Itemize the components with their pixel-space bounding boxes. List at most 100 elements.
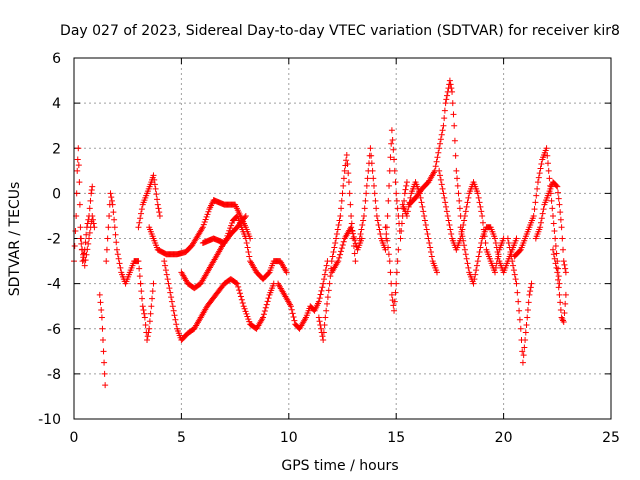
data-point <box>457 224 464 231</box>
data-point <box>262 304 269 311</box>
data-point <box>244 244 251 251</box>
data-point <box>505 240 512 247</box>
data-point <box>493 244 500 251</box>
data-point <box>559 315 566 322</box>
data-point <box>557 209 564 216</box>
data-point <box>433 158 440 165</box>
data-point <box>241 305 248 312</box>
data-point <box>142 321 149 328</box>
data-point <box>359 221 366 228</box>
data-point <box>546 175 553 182</box>
data-point <box>439 185 446 192</box>
data-point <box>316 318 323 325</box>
data-point <box>388 127 395 134</box>
data-point <box>446 221 453 228</box>
data-point <box>494 249 501 256</box>
data-point <box>391 298 398 305</box>
data-point <box>373 205 380 212</box>
data-point <box>149 295 156 302</box>
data-point <box>427 244 434 251</box>
data-point <box>330 249 337 256</box>
data-point <box>464 260 471 267</box>
data-point <box>326 280 333 287</box>
data-point <box>392 179 399 186</box>
data-point <box>395 246 402 253</box>
data-point <box>139 303 146 310</box>
data-point <box>391 307 398 314</box>
data-point <box>473 262 480 269</box>
data-point <box>476 249 483 256</box>
data-point <box>337 212 344 219</box>
data-point <box>435 149 442 156</box>
data-point <box>260 314 267 321</box>
data-point <box>397 235 404 242</box>
data-point <box>75 145 82 152</box>
data-point <box>392 289 399 296</box>
data-point <box>403 212 410 219</box>
data-point <box>390 146 397 153</box>
data-point <box>461 246 468 253</box>
data-point <box>335 221 342 228</box>
x-tick-label: 20 <box>495 430 513 446</box>
y-tick-label: 2 <box>52 141 61 157</box>
data-point <box>111 224 118 231</box>
data-point <box>235 283 242 290</box>
data-point <box>403 182 410 189</box>
data-point <box>320 280 327 287</box>
data-point <box>516 316 523 323</box>
data-point <box>161 258 168 265</box>
data-point <box>338 245 345 252</box>
data-point <box>136 273 143 280</box>
data-point <box>474 190 481 197</box>
data-point <box>323 307 330 314</box>
data-point <box>327 273 334 280</box>
data-point <box>74 156 81 163</box>
data-point <box>324 300 331 307</box>
data-point <box>371 182 378 189</box>
y-tick-label: -4 <box>47 277 61 293</box>
data-point <box>556 201 563 208</box>
data-point <box>141 310 148 317</box>
data-point <box>339 241 346 248</box>
data-point <box>151 176 158 183</box>
data-point <box>333 230 340 237</box>
data-point <box>114 251 121 258</box>
data-point <box>514 289 521 296</box>
data-point <box>89 216 96 223</box>
data-point <box>89 212 96 219</box>
y-tick-label: -8 <box>47 367 61 383</box>
data-point <box>434 154 441 161</box>
data-point <box>507 249 514 256</box>
data-point <box>338 197 345 204</box>
data-point <box>374 217 381 224</box>
data-point <box>420 208 427 215</box>
data-point <box>163 271 170 278</box>
data-point <box>538 161 545 168</box>
data-point <box>200 221 207 228</box>
data-point <box>463 255 470 262</box>
data-point <box>551 227 558 234</box>
data-point <box>239 299 246 306</box>
data-point <box>440 122 447 129</box>
data-point <box>555 284 562 291</box>
data-point <box>492 235 499 242</box>
data-point <box>154 201 161 208</box>
data-point <box>447 81 454 88</box>
data-point <box>288 306 295 313</box>
data-point <box>289 310 296 317</box>
data-point <box>492 269 499 276</box>
data-point <box>265 295 272 302</box>
data-point <box>456 205 463 212</box>
data-point <box>418 199 425 206</box>
data-point <box>79 246 86 253</box>
data-point <box>403 179 410 186</box>
data-point <box>557 306 564 313</box>
data-point <box>103 246 110 253</box>
data-point <box>150 172 157 179</box>
data-point <box>387 154 394 161</box>
data-point <box>352 258 359 265</box>
data-point <box>459 233 466 240</box>
data-point <box>84 246 91 253</box>
data-point <box>524 306 531 313</box>
data-point <box>449 88 456 95</box>
